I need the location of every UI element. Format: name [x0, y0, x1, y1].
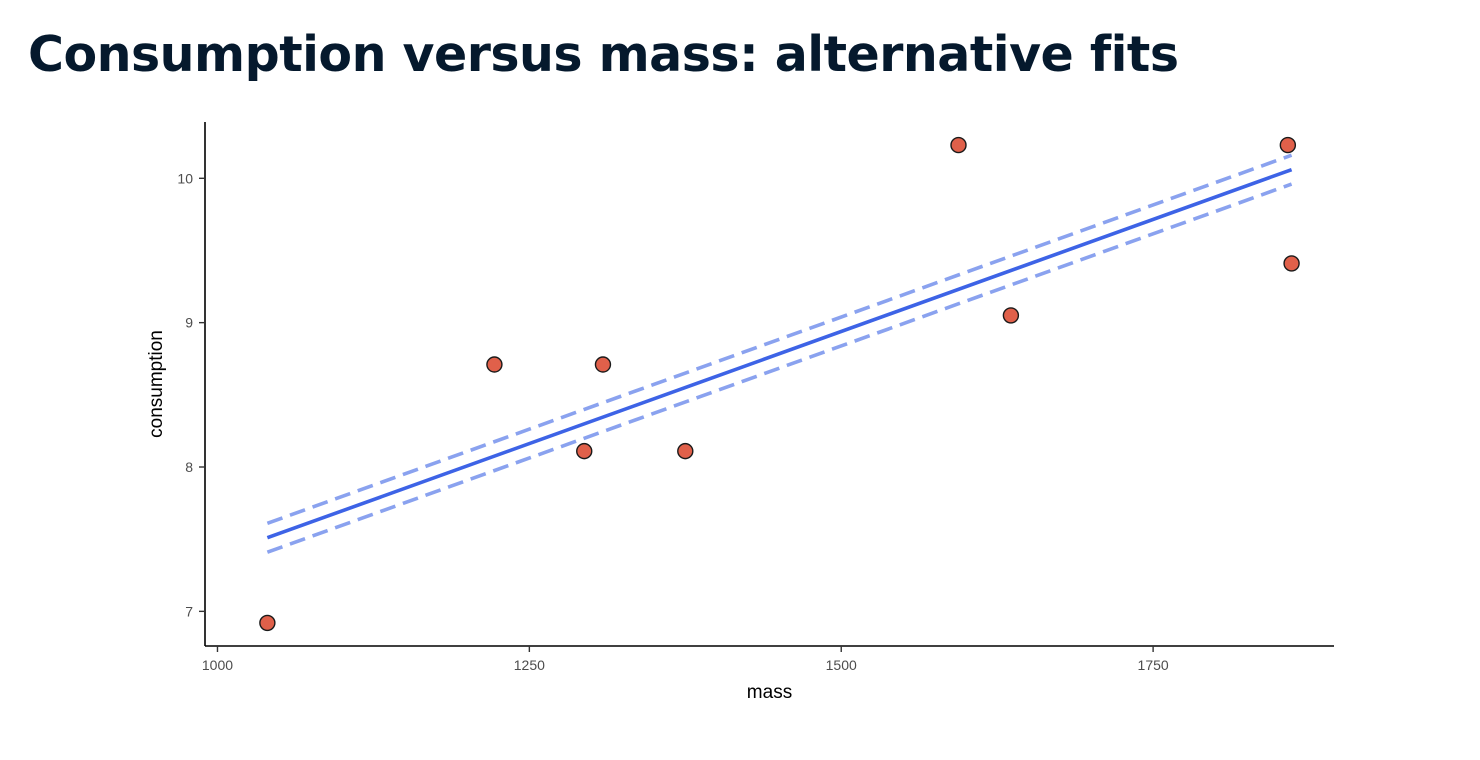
dashed-fit-line — [266, 182, 1293, 554]
x-tick-label: 1500 — [826, 657, 857, 673]
data-points — [259, 136, 1300, 632]
y-axis-title: consumption — [146, 330, 167, 438]
data-point — [486, 356, 503, 373]
data-point — [259, 614, 276, 632]
data-point — [1283, 255, 1300, 272]
y-ticks: 7 8 9 10 — [177, 170, 205, 619]
data-point — [1002, 307, 1020, 324]
data-point — [950, 136, 967, 154]
x-ticks: 1000 1250 1500 1750 — [202, 646, 1169, 673]
data-point — [1279, 136, 1297, 154]
axes: 1000 1250 1500 1750 7 8 9 10 — [177, 122, 1334, 673]
dashed-fit-line — [266, 153, 1293, 525]
data-point — [677, 442, 694, 460]
data-point — [594, 356, 612, 373]
x-tick-label: 1750 — [1138, 657, 1169, 673]
solid-fit-line — [266, 167, 1293, 540]
x-tick-label: 1250 — [514, 657, 545, 673]
data-point — [576, 442, 593, 460]
slide-title: Consumption versus mass: alternative fit… — [28, 26, 1179, 83]
fit-lines — [266, 153, 1293, 554]
y-tick-label: 8 — [185, 459, 193, 475]
x-axis-title: mass — [747, 682, 792, 703]
y-tick-label: 7 — [185, 603, 193, 619]
x-tick-label: 1000 — [202, 657, 233, 673]
y-tick-label: 10 — [177, 170, 193, 186]
y-tick-label: 9 — [185, 315, 193, 331]
